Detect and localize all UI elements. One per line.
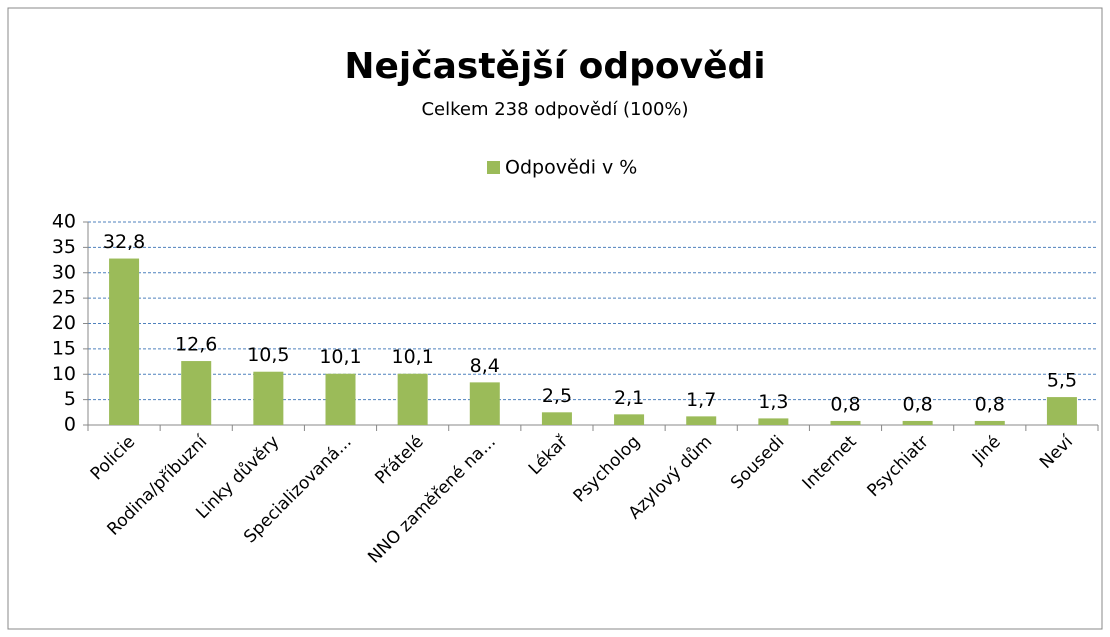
bar xyxy=(397,373,428,425)
data-label: 0,8 xyxy=(830,393,860,415)
bar xyxy=(181,361,212,425)
y-tick-label: 0 xyxy=(64,414,76,436)
data-label: 5,5 xyxy=(1047,370,1077,392)
data-label: 1,3 xyxy=(758,391,788,413)
bar xyxy=(1046,397,1077,425)
data-label: 0,8 xyxy=(903,393,933,415)
y-tick-label: 10 xyxy=(52,363,76,385)
data-label: 2,1 xyxy=(614,387,644,409)
data-label: 10,1 xyxy=(319,346,361,368)
data-label: 12,6 xyxy=(175,334,217,356)
y-tick-label: 35 xyxy=(52,236,76,258)
y-tick-label: 5 xyxy=(64,388,76,410)
bar xyxy=(686,416,717,425)
data-label: 1,7 xyxy=(686,389,716,411)
bar xyxy=(830,420,861,425)
bar xyxy=(541,412,572,425)
data-label: 32,8 xyxy=(103,231,145,253)
y-tick-label: 20 xyxy=(52,312,76,334)
data-label: 2,5 xyxy=(542,385,572,407)
bar xyxy=(469,382,500,425)
chart-subtitle: Celkem 238 odpovědí (100%) xyxy=(421,99,688,120)
data-label: 10,1 xyxy=(391,346,433,368)
legend-swatch xyxy=(487,161,500,174)
bar xyxy=(109,258,140,425)
y-tick-label: 40 xyxy=(52,211,76,233)
chart-border xyxy=(7,7,1103,630)
y-tick-label: 25 xyxy=(52,287,76,309)
data-label: 0,8 xyxy=(975,393,1005,415)
y-tick-label: 15 xyxy=(52,337,76,359)
bar xyxy=(325,373,356,425)
bar xyxy=(253,371,284,425)
data-label: 10,5 xyxy=(247,344,289,366)
bar xyxy=(974,420,1005,425)
legend-label: Odpovědi v % xyxy=(505,157,637,179)
chart-title: Nejčastější odpovědi xyxy=(344,46,765,87)
bar xyxy=(614,414,645,425)
y-tick-label: 30 xyxy=(52,261,76,283)
bar xyxy=(902,420,933,425)
bar xyxy=(758,418,789,425)
data-label: 8,4 xyxy=(470,355,500,377)
